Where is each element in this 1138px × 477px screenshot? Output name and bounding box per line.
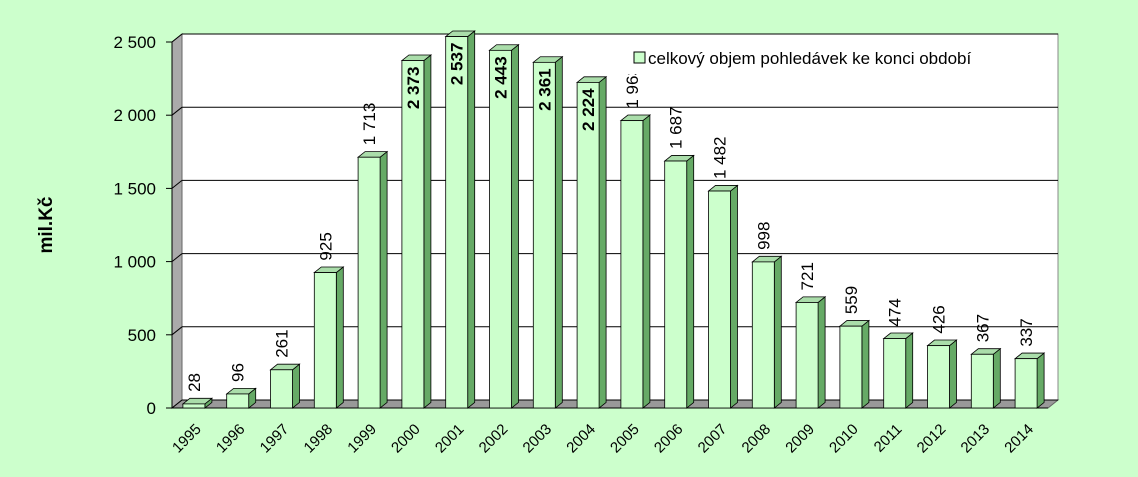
x-tick-label: 1998	[301, 421, 337, 457]
value-label: 261	[273, 329, 292, 357]
value-label: 1 713	[360, 103, 379, 146]
bar-side	[379, 150, 388, 409]
bar	[751, 261, 775, 409]
bar	[182, 403, 206, 409]
bar-side	[817, 296, 826, 409]
bar-side	[554, 55, 563, 409]
bar	[270, 369, 293, 409]
bar-side	[1036, 352, 1045, 409]
x-tick-label: 2014	[1001, 421, 1037, 457]
value-label: 925	[316, 232, 335, 260]
bar	[795, 302, 819, 409]
bar-side	[773, 255, 782, 409]
bar	[357, 156, 381, 409]
bar-side	[423, 54, 432, 409]
x-tick-label: 2002	[476, 421, 512, 457]
bar	[1014, 358, 1038, 409]
grid-line-side	[171, 33, 183, 43]
bar	[839, 325, 863, 409]
x-tick-label: 2011	[871, 421, 906, 456]
bar-side	[598, 75, 607, 409]
x-tick-label: 2003	[520, 421, 556, 457]
value-label: 721	[798, 262, 817, 290]
value-label: 2 373	[404, 67, 423, 110]
value-label: 2 537	[448, 43, 467, 86]
value-label: 2 443	[492, 56, 511, 99]
y-tick-label: 0	[147, 399, 156, 418]
bar-side	[861, 319, 870, 409]
x-tick-label: 2009	[782, 421, 818, 457]
bar-side	[992, 347, 1001, 409]
y-tick-label: 500	[128, 326, 156, 345]
value-label: 474	[886, 298, 905, 326]
value-label: 998	[754, 222, 773, 250]
side-wall	[171, 32, 183, 410]
bar	[620, 120, 644, 409]
legend-box	[622, 44, 1040, 74]
bar-side	[642, 114, 651, 409]
floor	[170, 399, 1060, 409]
grid-line-side	[171, 326, 183, 336]
y-tick-label: 2 000	[113, 106, 156, 125]
bar-side	[949, 339, 957, 409]
bar	[226, 393, 250, 409]
bar	[489, 49, 512, 409]
bar	[313, 272, 337, 409]
bar-side	[467, 30, 476, 409]
x-tick-label: 1997	[257, 421, 293, 457]
y-tick-label: 1 500	[113, 179, 156, 198]
bar	[401, 60, 425, 409]
grid-line-side	[171, 399, 183, 409]
x-tick-label: 2012	[914, 421, 950, 457]
value-label: 1 482	[711, 136, 730, 179]
x-tick-label: 2005	[607, 421, 643, 457]
x-tick-label: 1999	[344, 421, 380, 457]
value-label: 28	[185, 373, 204, 392]
bar-side	[686, 154, 695, 409]
value-label: 426	[930, 305, 949, 333]
x-tick-label: 1996	[213, 421, 249, 457]
value-label: 559	[842, 286, 861, 314]
value-label: 337	[1017, 318, 1036, 346]
legend-swatch	[633, 51, 646, 64]
x-tick-label: 2013	[958, 421, 994, 457]
bar	[970, 353, 994, 409]
bar	[883, 338, 907, 409]
back-wall	[181, 33, 1059, 401]
value-label: 96	[229, 363, 248, 382]
x-tick-label: 2008	[739, 421, 775, 457]
y-tick-label: 2 500	[113, 33, 156, 52]
x-tick-label: 2006	[651, 421, 687, 457]
bar	[532, 61, 556, 409]
bar	[708, 190, 731, 409]
bar-side	[335, 266, 344, 409]
bar	[927, 345, 950, 409]
x-tick-label: 2007	[695, 421, 731, 457]
value-label: 2 224	[579, 88, 598, 131]
bar-side	[292, 363, 300, 409]
bar-side	[730, 184, 738, 409]
bar	[664, 160, 688, 409]
y-tick-label: 1 000	[113, 253, 156, 272]
value-label: 2 361	[535, 68, 554, 111]
x-tick-label: 2010	[826, 421, 862, 457]
bar-side	[905, 332, 914, 409]
x-tick-label: 2004	[563, 421, 599, 457]
x-tick-label: 2001	[432, 421, 468, 457]
value-label: 1 963	[623, 66, 642, 109]
bar	[576, 82, 600, 409]
x-tick-label: 1995	[169, 421, 205, 457]
value-label: 1 687	[667, 106, 686, 149]
value-label: 367	[973, 314, 992, 342]
y-axis-label: mil.Kč	[36, 196, 57, 253]
legend-label: celkový objem pohledávek ke konci období	[648, 49, 971, 68]
bar	[445, 36, 469, 409]
bar-side	[511, 43, 519, 409]
x-tick-label: 2000	[388, 421, 424, 457]
grid-line-side	[171, 106, 183, 116]
grid-line-side	[171, 253, 183, 262]
grid-line-side	[171, 180, 183, 189]
